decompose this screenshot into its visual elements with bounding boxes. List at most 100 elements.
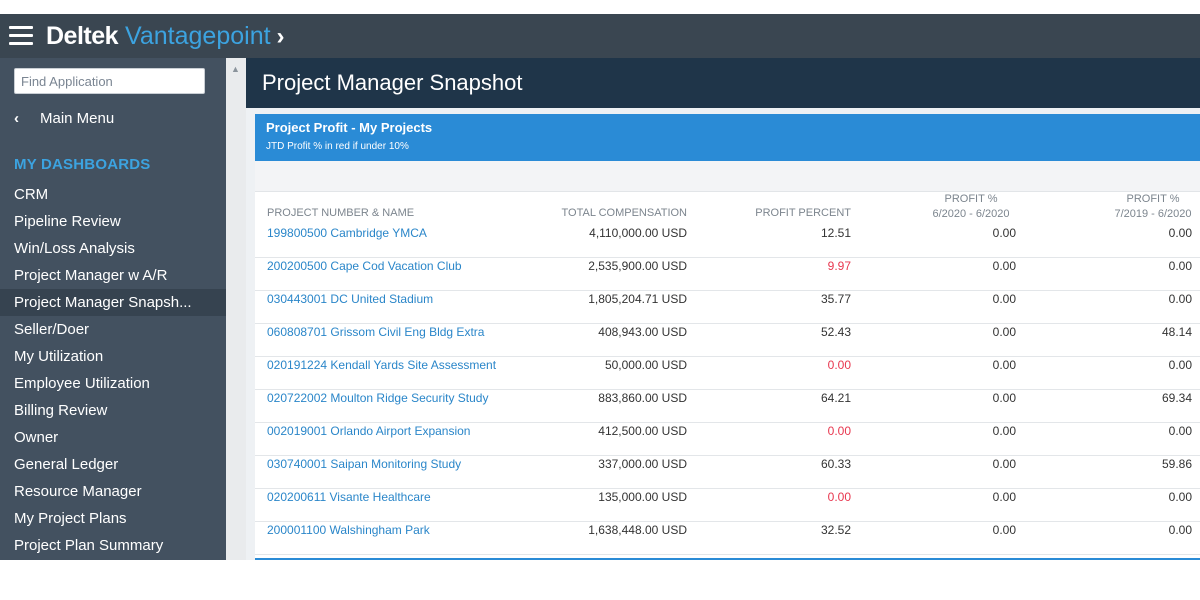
dashboard-nav-list: CRM Pipeline Review Win/Loss Analysis Proje… [0,181,226,559]
table-row[interactable]: 020191224 Kendall Yards Site Assessment 5… [255,357,1200,390]
next-widget-edge [255,558,1200,560]
brand-primary: Deltek [46,22,119,50]
sidebar-item[interactable]: Billing Review [14,402,108,419]
profit-month-cell: 0.00 [992,259,1016,273]
widget-title: Project Profit - My Projects [266,120,433,135]
sidebar-item[interactable]: Project Manager w A/R [14,267,168,284]
table-row[interactable]: 030443001 DC United Stadium 1,805,204.71 … [255,291,1200,324]
project-name-link[interactable]: 200001100 Walshingham Park [267,523,430,537]
column-header-profit-year-line1: PROFIT % [1126,193,1180,205]
sidebar-item[interactable]: Project Plan Summary [14,537,164,554]
page-header: Project Manager Snapshot [246,58,1200,108]
scroll-up-icon[interactable]: ▲ [231,64,240,74]
table-row[interactable]: 060808701 Grissom Civil Eng Bldg Extra 40… [255,324,1200,357]
sidebar-item[interactable]: Resource Manager [14,483,142,500]
table-row[interactable]: 199800500 Cambridge YMCA 4,110,000.00 USD… [255,225,1200,258]
total-compensation-cell: 337,000.00 USD [598,457,687,471]
page-title: Project Manager Snapshot [262,70,523,95]
table-row[interactable]: 200200500 Cape Cod Vacation Club 2,535,90… [255,258,1200,291]
profit-year-cell: 69.34 [1161,391,1192,405]
profit-month-cell: 0.00 [992,292,1016,306]
sidebar-item[interactable]: My Utilization [14,348,104,365]
project-profit-widget: Project Profit - My Projects JTD Profit … [255,114,1200,560]
chevron-right-icon: › [276,23,285,50]
project-name-link[interactable]: 020200611 Visante Healthcare [267,490,431,504]
profit-year-cell: 0.00 [1168,523,1192,537]
profit-percent-cell: 32.52 [820,523,851,537]
profit-month-cell: 0.00 [992,457,1016,471]
column-header-profit-month-line2: 6/2020 - 6/2020 [932,208,1010,220]
my-dashboards-heading: MY DASHBOARDS [14,156,151,173]
project-name-link[interactable]: 020191224 Kendall Yards Site Assessment [267,358,497,372]
main-menu-label: Main Menu [40,110,115,127]
profit-percent-cell: 52.43 [820,325,851,339]
profit-year-cell: 59.86 [1161,457,1192,471]
main-content: Project Manager Snapshot Project Profit … [246,58,1200,560]
profit-percent-cell: 64.21 [820,391,851,405]
sidebar-item[interactable]: Project Manager Snapsh... [0,289,226,316]
column-header-profit-year[interactable]: PROFIT % 7/2019 - 6/2020 [1108,192,1198,222]
column-header-profit-month[interactable]: PROFIT % 6/2020 - 6/2020 [926,192,1016,222]
column-header-name[interactable]: PROJECT NUMBER & NAME [267,207,415,219]
table-row[interactable]: 002019001 Orlando Airport Expansion 412,5… [255,423,1200,456]
sidebar-item[interactable]: Win/Loss Analysis [14,240,135,257]
project-name-link[interactable]: 002019001 Orlando Airport Expansion [267,424,471,438]
sidebar-item[interactable]: Owner [14,429,59,446]
project-name-link[interactable]: 060808701 Grissom Civil Eng Bldg Extra [267,325,485,339]
total-compensation-cell: 2,535,900.00 USD [588,259,687,273]
total-compensation-cell: 135,000.00 USD [598,490,687,504]
top-bar: Deltek Vantagepoint › [0,14,1200,58]
column-header-compensation[interactable]: TOTAL COMPENSATION [561,207,688,219]
chevron-left-icon: ‹ [14,110,19,127]
widget-toolstrip [255,161,1200,192]
profit-percent-cell: 0.00 [827,424,851,438]
profit-percent-cell: 0.00 [827,358,851,372]
table-header: PROJECT NUMBER & NAME TOTAL COMPENSATION… [255,192,1200,228]
sidebar-scrollbar[interactable]: ▲ [226,58,246,560]
brand-logo[interactable]: Deltek Vantagepoint › [46,21,285,51]
sidebar: ‹ Main Menu MY DASHBOARDS CRM Pipeline Rev… [0,58,226,560]
profit-year-cell: 0.00 [1168,226,1192,240]
project-name-link[interactable]: 030740001 Saipan Monitoring Study [267,457,462,471]
profit-month-cell: 0.00 [992,358,1016,372]
profit-percent-cell: 9.97 [827,259,851,273]
profit-percent-cell: 35.77 [820,292,851,306]
table-row[interactable]: 020722002 Moulton Ridge Security Study 88… [255,390,1200,423]
sidebar-item[interactable]: General Ledger [14,456,119,473]
sidebar-item[interactable]: Seller/Doer [14,321,90,338]
profit-year-cell: 0.00 [1168,424,1192,438]
total-compensation-cell: 1,638,448.00 USD [588,523,687,537]
project-name-link[interactable]: 200200500 Cape Cod Vacation Club [267,259,462,273]
table-row[interactable]: 030740001 Saipan Monitoring Study 337,000… [255,456,1200,489]
table-row[interactable]: 200001100 Walshingham Park 1,638,448.00 U… [255,522,1200,555]
widget-header: Project Profit - My Projects JTD Profit … [255,114,1200,161]
profit-year-cell: 0.00 [1168,259,1192,273]
sidebar-item[interactable]: My Project Plans [14,510,127,527]
find-application-input[interactable] [14,68,205,94]
column-header-profit-month-line1: PROFIT % [944,193,998,205]
widget-subtitle: JTD Profit % in red if under 10% [266,141,409,152]
total-compensation-cell: 883,860.00 USD [598,391,687,405]
total-compensation-cell: 408,943.00 USD [598,325,687,339]
profit-year-cell: 0.00 [1168,358,1192,372]
sidebar-item[interactable]: Pipeline Review [14,213,121,230]
brand-secondary: Vantagepoint [125,22,271,50]
project-name-link[interactable]: 020722002 Moulton Ridge Security Study [267,391,489,405]
sidebar-item[interactable]: Employee Utilization [14,375,150,392]
sidebar-item[interactable]: CRM [14,186,49,203]
profit-month-cell: 0.00 [992,424,1016,438]
column-header-profit-percent[interactable]: PROFIT PERCENT [755,207,851,219]
project-name-link[interactable]: 030443001 DC United Stadium [267,292,434,306]
profit-month-cell: 0.00 [992,490,1016,504]
table-body: 199800500 Cambridge YMCA 4,110,000.00 USD… [255,225,1200,555]
table-row[interactable]: 020200611 Visante Healthcare 135,000.00 U… [255,489,1200,522]
main-menu-link[interactable]: ‹ Main Menu [14,108,114,130]
hamburger-menu-icon[interactable] [9,26,33,46]
profit-month-cell: 0.00 [992,391,1016,405]
profit-month-cell: 0.00 [992,325,1016,339]
profit-year-cell: 48.14 [1161,325,1192,339]
total-compensation-cell: 1,805,204.71 USD [588,292,687,306]
profit-month-cell: 0.00 [992,226,1016,240]
project-name-link[interactable]: 199800500 Cambridge YMCA [267,226,427,240]
